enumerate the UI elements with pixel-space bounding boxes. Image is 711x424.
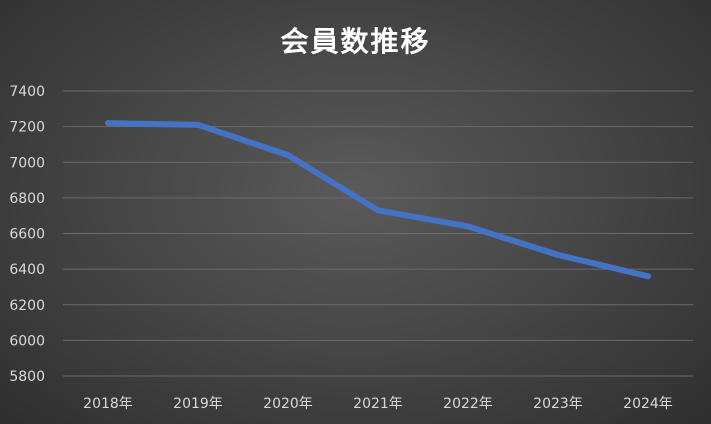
y-tick-label: 6200 bbox=[9, 298, 45, 314]
data-point bbox=[195, 121, 201, 128]
y-tick-label: 5800 bbox=[9, 369, 45, 385]
y-tick-label: 6600 bbox=[9, 227, 45, 243]
data-point bbox=[555, 251, 561, 258]
data-point bbox=[285, 152, 291, 159]
data-point bbox=[465, 223, 471, 230]
y-tick-label: 7000 bbox=[9, 155, 45, 171]
x-tick-label: 2018年 bbox=[83, 396, 133, 412]
x-tick-label: 2024年 bbox=[623, 396, 673, 412]
x-tick-label: 2019年 bbox=[173, 396, 223, 412]
y-tick-label: 6800 bbox=[9, 191, 45, 207]
x-tick-label: 2023年 bbox=[533, 396, 583, 412]
chart-title: 会員数推移 bbox=[280, 25, 431, 58]
y-tick-label: 7400 bbox=[9, 84, 45, 100]
x-tick-label: 2020年 bbox=[263, 396, 313, 412]
y-tick-label: 6000 bbox=[9, 333, 45, 349]
x-tick-label: 2022年 bbox=[443, 396, 493, 412]
y-tick-label: 7200 bbox=[9, 120, 45, 136]
data-point bbox=[105, 120, 111, 127]
data-point bbox=[645, 273, 651, 280]
series-line bbox=[105, 120, 651, 280]
x-tick-label: 2021年 bbox=[353, 396, 403, 412]
y-tick-label: 6400 bbox=[9, 262, 45, 278]
data-point bbox=[375, 207, 381, 214]
